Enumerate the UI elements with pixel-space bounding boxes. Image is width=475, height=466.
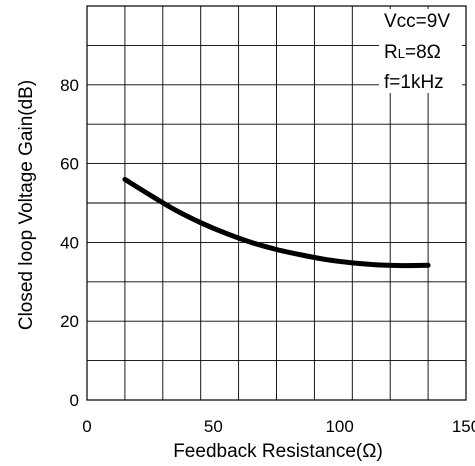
y-tick-label: 80 bbox=[60, 76, 79, 95]
annotation-background bbox=[379, 9, 462, 93]
x-axis-title: Feedback Resistance(Ω) bbox=[173, 441, 383, 462]
y-axis-title: Closed loop Voltage Gain(dB) bbox=[16, 80, 37, 330]
gain-curve bbox=[122, 176, 431, 269]
x-tick-label: 50 bbox=[204, 417, 223, 436]
grid bbox=[87, 6, 467, 400]
y-tick-labels: 0 20 40 60 80 bbox=[60, 76, 79, 410]
annotation-rl-suffix: =8Ω bbox=[405, 42, 441, 63]
y-tick-label: 0 bbox=[70, 391, 79, 410]
annotation-vcc: Vcc=9V bbox=[384, 11, 450, 32]
annotation-rl: RL=8Ω bbox=[384, 42, 441, 63]
x-tick-label: 100 bbox=[325, 417, 353, 436]
annotation-rl-sub: L bbox=[398, 46, 405, 61]
y-tick-label: 60 bbox=[60, 155, 79, 174]
x-tick-label: 0 bbox=[82, 417, 91, 436]
y-tick-label: 20 bbox=[60, 312, 79, 331]
y-tick-label: 40 bbox=[60, 233, 79, 252]
x-tick-labels: 0 50 100 150 bbox=[82, 417, 475, 436]
plot-frame bbox=[86, 5, 467, 401]
annotation-frequency: f=1kHz bbox=[384, 72, 444, 93]
x-tick-label: 150 bbox=[452, 417, 475, 436]
annotation-rl-prefix: R bbox=[384, 42, 398, 63]
